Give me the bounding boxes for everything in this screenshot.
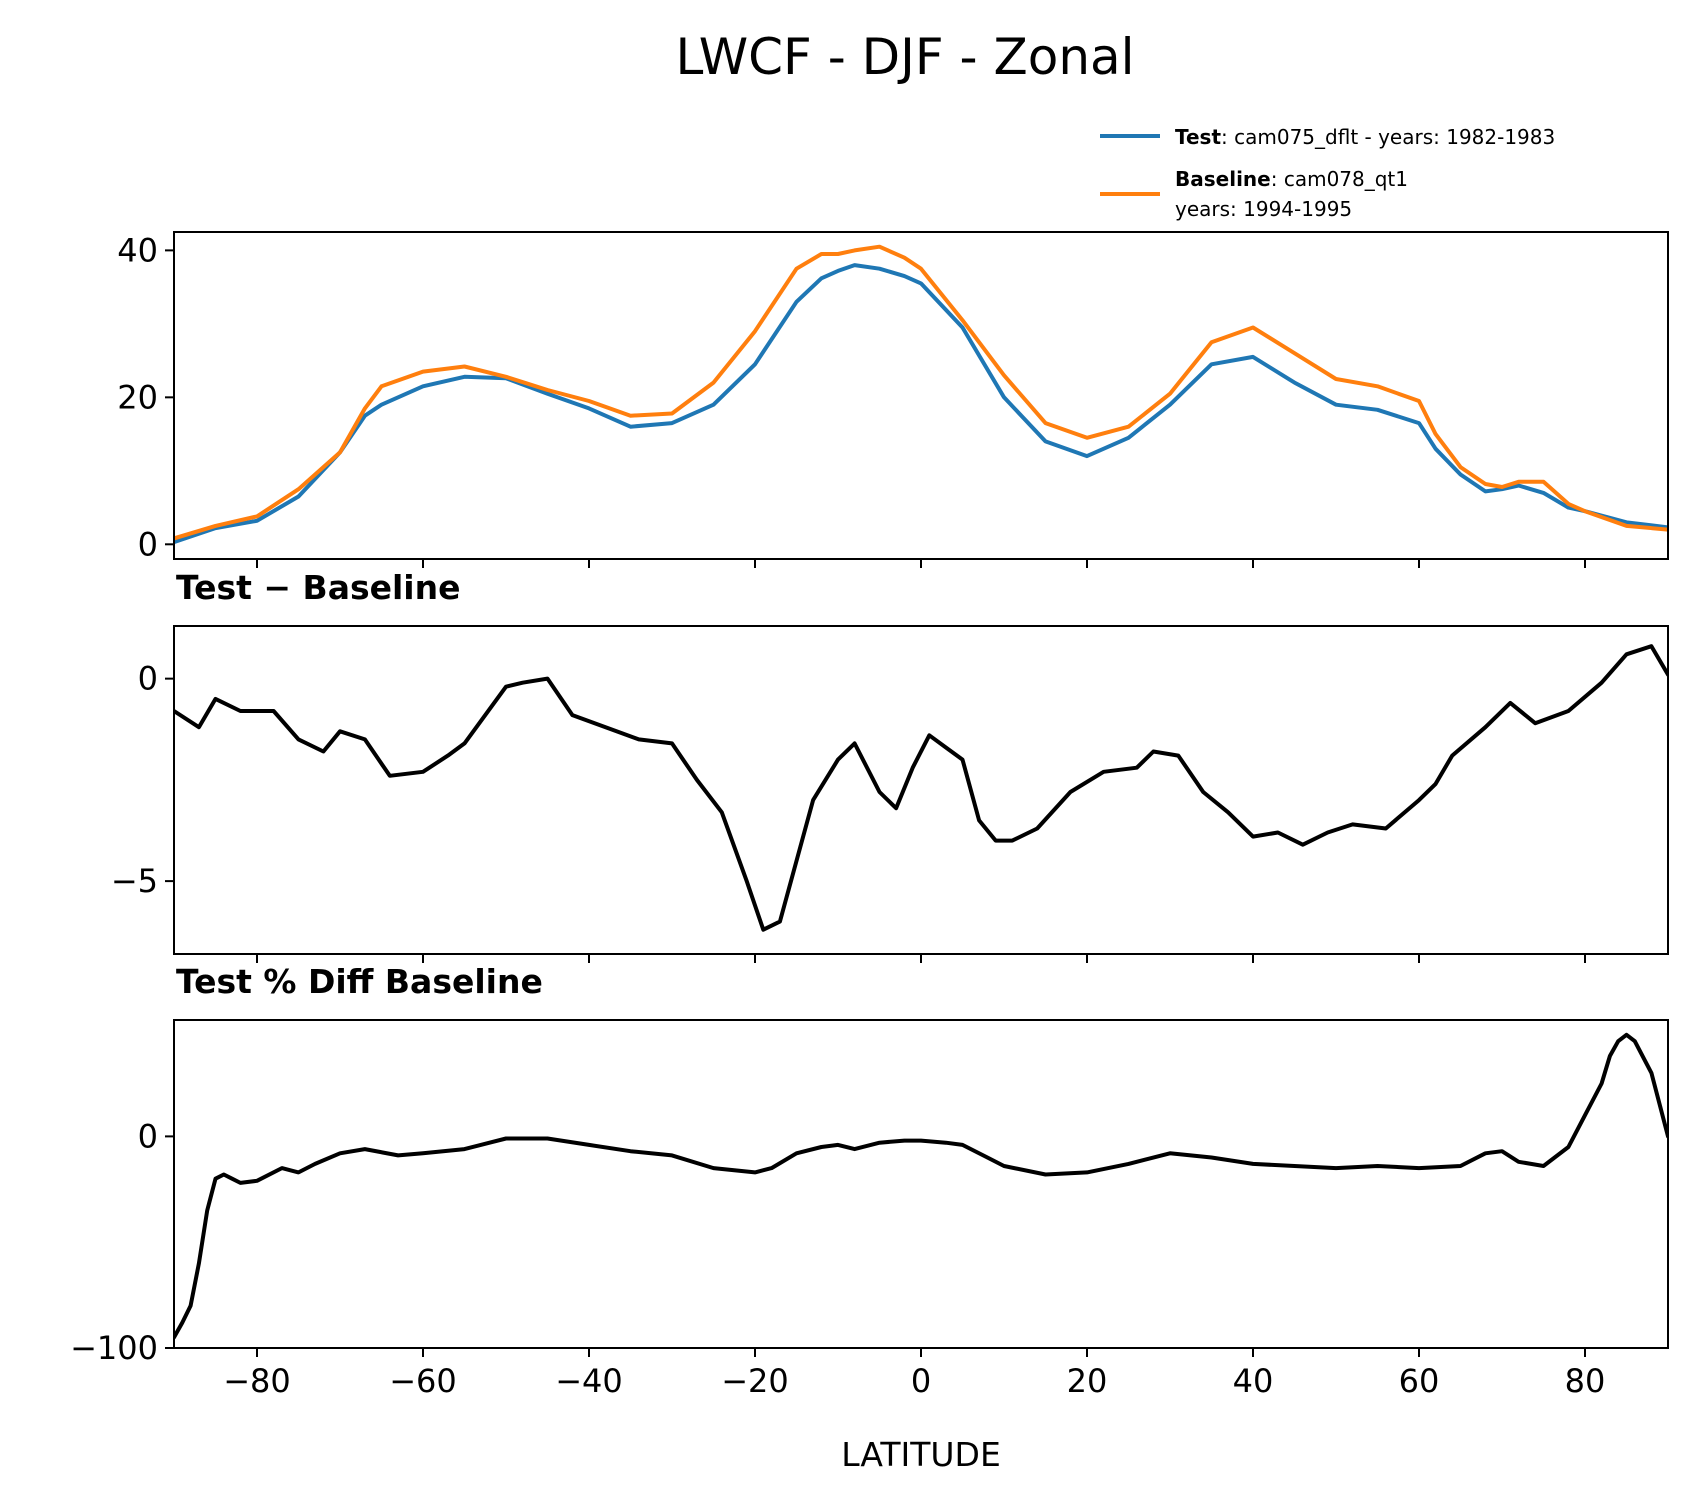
legend: Test: cam075_dflt - years: 1982-1983 Bas… — [1100, 125, 1555, 221]
series-line-test-baseline — [174, 644, 1668, 932]
series-line-test — [174, 263, 1668, 545]
x-tick-label: −80 — [223, 1362, 291, 1400]
difference-series-layer — [174, 644, 1668, 932]
zonal-ticks: 0 20 40 — [117, 231, 1586, 568]
legend-baseline-years: years: 1994-1995 — [1175, 197, 1352, 221]
difference-ticks: 0 −5 — [111, 660, 1586, 963]
percent-difference-ticks: −80 −60 −40 −20 0 20 40 60 80 0 −100 — [70, 1117, 1605, 1400]
y-tick-label: 0 — [138, 525, 158, 563]
series-line-baseline — [174, 244, 1668, 541]
zonal-mean-panel: 0 20 40 — [117, 231, 1669, 568]
percent-difference-series-layer — [174, 1032, 1668, 1340]
x-tick-label: −20 — [721, 1362, 789, 1400]
y-tick-label: 0 — [138, 660, 158, 698]
y-tick-label: 0 — [138, 1117, 158, 1155]
y-tick-label: 20 — [117, 378, 158, 416]
percent-difference-axes-frame — [173, 1019, 1669, 1349]
y-tick-label: −100 — [70, 1329, 158, 1367]
legend-test-label: Test: cam075_dflt - years: 1982-1983 — [1175, 125, 1555, 149]
difference-axes-frame — [173, 625, 1669, 955]
percent-difference-panel-title: Test % Diff Baseline — [176, 962, 543, 1001]
percent-difference-panel: −80 −60 −40 −20 0 20 40 60 80 0 −100 — [70, 1019, 1669, 1400]
x-tick-label: 40 — [1233, 1362, 1274, 1400]
y-tick-label: −5 — [111, 862, 158, 900]
x-tick-label: 0 — [911, 1362, 931, 1400]
x-tick-label: 60 — [1399, 1362, 1440, 1400]
x-tick-label: 80 — [1565, 1362, 1606, 1400]
figure-title: LWCF - DJF - Zonal — [675, 28, 1134, 86]
x-tick-label: −40 — [555, 1362, 623, 1400]
difference-panel: 0 −5 — [111, 625, 1669, 963]
difference-panel-title: Test − Baseline — [176, 568, 461, 607]
series-line-test-diff-baseline — [174, 1032, 1668, 1340]
legend-baseline-label: Baseline: cam078_qt1 — [1175, 167, 1408, 191]
x-tick-label: −60 — [389, 1362, 457, 1400]
y-tick-label: 40 — [117, 231, 158, 269]
x-axis-label: LATITUDE — [841, 1435, 1001, 1474]
zonal-series-layer — [174, 244, 1668, 545]
x-tick-label: 20 — [1067, 1362, 1108, 1400]
